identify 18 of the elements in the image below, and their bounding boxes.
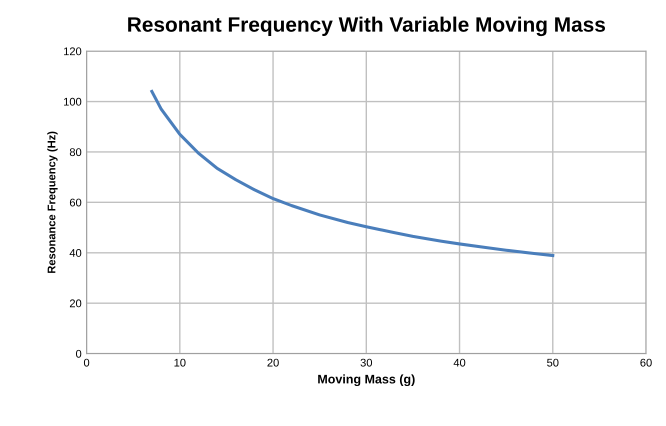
- x-tick-label: 10: [174, 358, 186, 367]
- x-tick-label: 60: [640, 358, 652, 367]
- y-tick-label: 40: [70, 249, 82, 257]
- x-tick-label: 40: [454, 358, 466, 367]
- x-tick-label: 50: [547, 358, 559, 367]
- y-axis-title: Resonance Frequency (Hz): [47, 132, 58, 273]
- y-tick-label: 0: [76, 350, 82, 358]
- y-tick-label: 120: [64, 47, 82, 56]
- x-axis-title: Moving Mass (g): [318, 374, 415, 386]
- x-tick-label: 0: [84, 358, 90, 367]
- y-tick-label: 20: [70, 299, 82, 308]
- y-tick-label: 60: [70, 198, 82, 206]
- y-tick-label: 100: [64, 98, 82, 106]
- x-tick-label: 30: [360, 358, 372, 367]
- y-tick-label: 80: [70, 148, 82, 156]
- x-tick-label: 20: [267, 358, 279, 367]
- chart-title: Resonant Frequency With Variable Moving Mass: [128, 16, 606, 36]
- line-series: [150, 90, 554, 258]
